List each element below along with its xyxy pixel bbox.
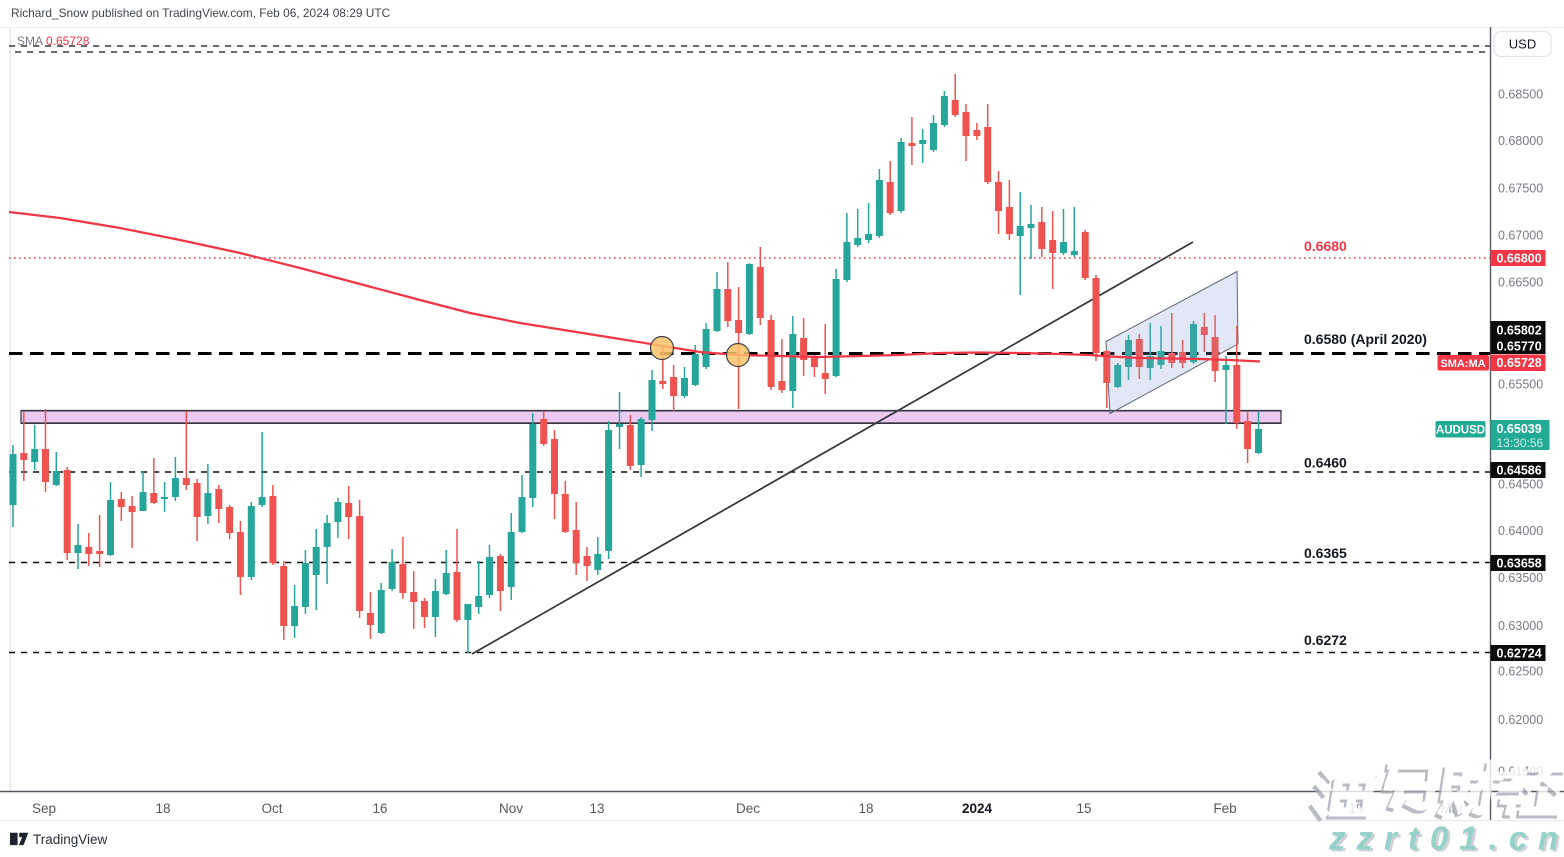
svg-text:0.6580 (April 2020): 0.6580 (April 2020) bbox=[1304, 331, 1427, 347]
svg-text:0.64586: 0.64586 bbox=[1497, 464, 1542, 478]
svg-text:0.6365: 0.6365 bbox=[1304, 545, 1347, 561]
svg-text:0.65500: 0.65500 bbox=[1498, 378, 1543, 392]
svg-text:0.65728: 0.65728 bbox=[1497, 356, 1542, 370]
svg-text:15: 15 bbox=[1076, 801, 1091, 816]
svg-text:13:30:56: 13:30:56 bbox=[1497, 436, 1544, 450]
svg-text:SMA: SMA bbox=[17, 34, 43, 48]
svg-text:0.6272: 0.6272 bbox=[1304, 632, 1347, 648]
svg-text:0.62724: 0.62724 bbox=[1497, 647, 1542, 661]
svg-text:TradingView: TradingView bbox=[33, 832, 108, 847]
svg-text:2024: 2024 bbox=[962, 801, 993, 816]
svg-text:0.6680: 0.6680 bbox=[1304, 238, 1347, 254]
svg-text:18: 18 bbox=[858, 801, 873, 816]
svg-text:AUDUSD: AUDUSD bbox=[1436, 425, 1485, 437]
svg-text:USD: USD bbox=[1509, 37, 1536, 52]
svg-text:0.63658: 0.63658 bbox=[1497, 557, 1542, 571]
svg-text:0.63000: 0.63000 bbox=[1498, 619, 1543, 633]
svg-text:zzrt01.cn: zzrt01.cn bbox=[1331, 822, 1564, 857]
svg-text:0.65770: 0.65770 bbox=[1497, 340, 1542, 354]
svg-text:13: 13 bbox=[589, 801, 604, 816]
svg-text:0.6460: 0.6460 bbox=[1304, 455, 1347, 471]
svg-text:Oct: Oct bbox=[261, 801, 282, 816]
svg-text:0.65728: 0.65728 bbox=[46, 34, 90, 48]
svg-text:0.66800: 0.66800 bbox=[1497, 252, 1542, 266]
svg-text:18: 18 bbox=[155, 801, 170, 816]
svg-text:0.62500: 0.62500 bbox=[1498, 665, 1543, 679]
svg-text:0.68000: 0.68000 bbox=[1498, 134, 1543, 148]
svg-text:0.64000: 0.64000 bbox=[1498, 524, 1543, 538]
svg-text:0.67000: 0.67000 bbox=[1498, 229, 1543, 243]
svg-text:zzrt01.cn: zzrt01.cn bbox=[1328, 820, 1564, 857]
svg-text:0.67500: 0.67500 bbox=[1498, 182, 1543, 196]
svg-text:Dec: Dec bbox=[736, 801, 760, 816]
svg-text:Sep: Sep bbox=[32, 801, 56, 816]
svg-text:0.64500: 0.64500 bbox=[1498, 478, 1543, 492]
svg-text:0.66500: 0.66500 bbox=[1498, 276, 1543, 290]
svg-text:SMA:MA: SMA:MA bbox=[1440, 358, 1485, 370]
svg-text:0.65802: 0.65802 bbox=[1497, 324, 1542, 338]
svg-text:0.63500: 0.63500 bbox=[1498, 571, 1543, 585]
svg-text:Feb: Feb bbox=[1213, 801, 1236, 816]
svg-text:Nov: Nov bbox=[499, 801, 523, 816]
svg-text:0.65039: 0.65039 bbox=[1497, 422, 1542, 436]
svg-text:16: 16 bbox=[372, 801, 387, 816]
svg-text:0.68500: 0.68500 bbox=[1498, 88, 1543, 102]
svg-text:0.62000: 0.62000 bbox=[1498, 713, 1543, 727]
